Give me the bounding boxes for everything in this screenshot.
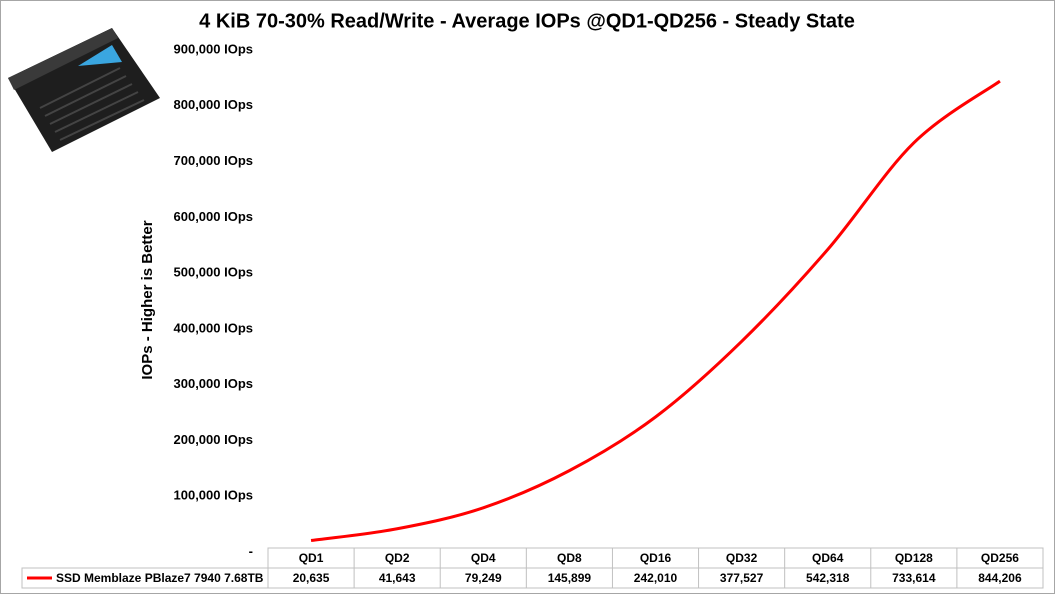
x-tick-label: QD4 <box>471 551 496 565</box>
y-tick-label: 600,000 IOps <box>174 209 254 224</box>
table-value: 733,614 <box>892 571 936 585</box>
series-line <box>310 79 1001 542</box>
x-tick-label: QD128 <box>895 551 933 565</box>
y-tick-label: 400,000 IOps <box>174 320 254 335</box>
table-value: 242,010 <box>634 571 678 585</box>
y-tick-label: 700,000 IOps <box>174 153 254 168</box>
x-tick-label: QD2 <box>385 551 410 565</box>
table-value: 844,206 <box>978 571 1022 585</box>
x-tick-label: QD256 <box>981 551 1019 565</box>
y-tick-label: 300,000 IOps <box>174 376 254 391</box>
y-tick-label: 200,000 IOps <box>174 432 254 447</box>
y-tick-label: - <box>249 543 253 558</box>
table-value: 377,527 <box>720 571 764 585</box>
x-tick-label: QD64 <box>812 551 844 565</box>
legend-label: SSD Memblaze PBlaze7 7940 7.68TB <box>56 571 264 585</box>
y-tick-label: 800,000 IOps <box>174 97 254 112</box>
product-image <box>8 28 160 152</box>
x-tick-label: QD1 <box>299 551 324 565</box>
table-value: 79,249 <box>465 571 502 585</box>
y-axis-label: IOPs - Higher is Better <box>139 220 156 379</box>
table-value-row <box>21 567 1044 589</box>
table-value: 20,635 <box>293 571 330 585</box>
x-tick-label: QD8 <box>557 551 582 565</box>
table-value: 145,899 <box>548 571 592 585</box>
table-value: 542,318 <box>806 571 850 585</box>
y-tick-label: 500,000 IOps <box>174 265 254 280</box>
x-tick-label: QD32 <box>726 551 758 565</box>
chart-title: 4 KiB 70-30% Read/Write - Average IOPs @… <box>199 10 855 32</box>
table-value: 41,643 <box>379 571 416 585</box>
y-tick-label: 100,000 IOps <box>174 488 254 503</box>
y-tick-label: 900,000 IOps <box>174 41 254 56</box>
x-tick-label: QD16 <box>640 551 672 565</box>
